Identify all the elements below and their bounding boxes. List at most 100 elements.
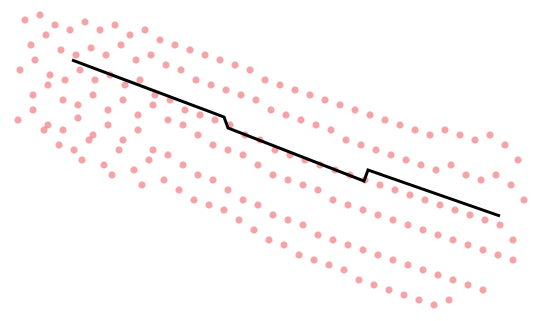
point bbox=[186, 46, 194, 54]
point bbox=[445, 296, 453, 304]
point bbox=[449, 276, 457, 284]
point bbox=[479, 286, 487, 294]
point bbox=[147, 51, 155, 59]
point bbox=[385, 286, 393, 294]
point bbox=[430, 301, 438, 309]
point bbox=[160, 176, 168, 184]
point bbox=[464, 281, 472, 289]
point bbox=[149, 146, 157, 154]
point bbox=[434, 271, 442, 279]
fit-line bbox=[71, 58, 501, 218]
point bbox=[104, 106, 112, 114]
point bbox=[400, 291, 408, 299]
point bbox=[357, 141, 365, 149]
point bbox=[507, 181, 515, 189]
point bbox=[252, 96, 260, 104]
point bbox=[89, 131, 97, 139]
point bbox=[36, 11, 44, 19]
point bbox=[171, 41, 179, 49]
point bbox=[391, 186, 399, 194]
point bbox=[520, 196, 528, 204]
point bbox=[207, 81, 215, 89]
point bbox=[209, 141, 217, 149]
point bbox=[434, 231, 442, 239]
point bbox=[314, 186, 322, 194]
point bbox=[477, 176, 485, 184]
point bbox=[29, 91, 37, 99]
point bbox=[57, 46, 65, 54]
point bbox=[312, 121, 320, 129]
point bbox=[261, 76, 269, 84]
point bbox=[196, 111, 204, 119]
point bbox=[325, 261, 333, 269]
point bbox=[466, 211, 474, 219]
point bbox=[46, 71, 54, 79]
point bbox=[145, 156, 153, 164]
point bbox=[321, 96, 329, 104]
point bbox=[492, 171, 500, 179]
point bbox=[449, 236, 457, 244]
point bbox=[104, 121, 112, 129]
point bbox=[421, 196, 429, 204]
point bbox=[21, 16, 29, 24]
point bbox=[269, 171, 277, 179]
point bbox=[351, 106, 359, 114]
point bbox=[231, 61, 239, 69]
point bbox=[177, 66, 185, 74]
point bbox=[136, 76, 144, 84]
point bbox=[164, 116, 172, 124]
point bbox=[130, 166, 138, 174]
point bbox=[481, 216, 489, 224]
point bbox=[267, 106, 275, 114]
point bbox=[447, 161, 455, 169]
point bbox=[72, 51, 80, 59]
point bbox=[411, 126, 419, 134]
point bbox=[89, 91, 97, 99]
point bbox=[66, 26, 74, 34]
point bbox=[61, 76, 69, 84]
point bbox=[276, 81, 284, 89]
point bbox=[192, 76, 200, 84]
point bbox=[44, 121, 52, 129]
point bbox=[509, 256, 517, 264]
point bbox=[164, 151, 172, 159]
point bbox=[372, 146, 380, 154]
point bbox=[126, 31, 134, 39]
point bbox=[222, 86, 230, 94]
point bbox=[464, 241, 472, 249]
point bbox=[85, 136, 93, 144]
point bbox=[51, 21, 59, 29]
point bbox=[404, 221, 412, 229]
point bbox=[370, 281, 378, 289]
point bbox=[299, 221, 307, 229]
point bbox=[179, 161, 187, 169]
point bbox=[59, 96, 67, 104]
point bbox=[115, 146, 123, 154]
point bbox=[344, 201, 352, 209]
point bbox=[291, 86, 299, 94]
point bbox=[246, 66, 254, 74]
point bbox=[389, 216, 397, 224]
point bbox=[44, 81, 52, 89]
point bbox=[175, 186, 183, 194]
point bbox=[381, 116, 389, 124]
point bbox=[70, 146, 78, 154]
point bbox=[496, 221, 504, 229]
point bbox=[456, 131, 464, 139]
point bbox=[134, 126, 142, 134]
point bbox=[111, 21, 119, 29]
point bbox=[224, 146, 232, 154]
point bbox=[297, 116, 305, 124]
point bbox=[194, 171, 202, 179]
point bbox=[74, 114, 82, 122]
point bbox=[55, 141, 63, 149]
point bbox=[134, 111, 142, 119]
point bbox=[336, 101, 344, 109]
point bbox=[329, 196, 337, 204]
point bbox=[100, 161, 108, 169]
point bbox=[149, 101, 157, 109]
point bbox=[40, 126, 48, 134]
point bbox=[419, 226, 427, 234]
